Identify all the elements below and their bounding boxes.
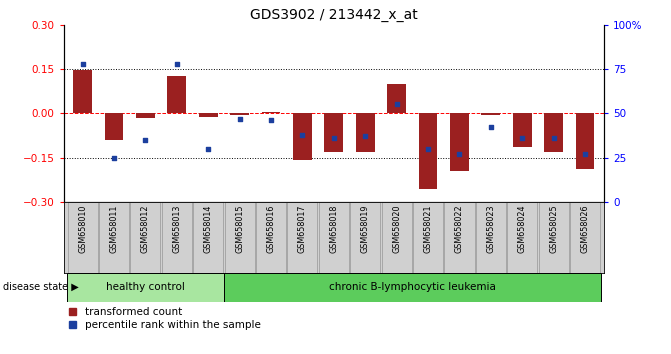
Title: GDS3902 / 213442_x_at: GDS3902 / 213442_x_at bbox=[250, 8, 417, 22]
Bar bbox=[105, 113, 123, 140]
Bar bbox=[225, 202, 255, 273]
Text: GSM658015: GSM658015 bbox=[235, 205, 244, 253]
Bar bbox=[476, 202, 506, 273]
Bar bbox=[73, 70, 92, 113]
Point bbox=[391, 102, 402, 107]
Text: GSM658025: GSM658025 bbox=[549, 205, 558, 253]
Text: GSM658018: GSM658018 bbox=[329, 205, 338, 253]
Bar bbox=[413, 202, 443, 273]
Text: chronic B-lymphocytic leukemia: chronic B-lymphocytic leukemia bbox=[329, 282, 496, 292]
Point bbox=[109, 155, 119, 160]
Point bbox=[266, 118, 276, 123]
Bar bbox=[382, 202, 412, 273]
Bar bbox=[287, 202, 317, 273]
Bar bbox=[419, 113, 437, 188]
Text: GSM658017: GSM658017 bbox=[298, 205, 307, 253]
Text: GSM658014: GSM658014 bbox=[204, 205, 213, 253]
Bar bbox=[513, 113, 531, 147]
Text: GSM658020: GSM658020 bbox=[392, 205, 401, 253]
Bar bbox=[481, 113, 501, 115]
Bar bbox=[67, 273, 224, 302]
Bar bbox=[450, 113, 469, 171]
Point bbox=[77, 61, 88, 67]
Text: GSM658012: GSM658012 bbox=[141, 205, 150, 253]
Bar bbox=[193, 202, 223, 273]
Point bbox=[171, 61, 182, 67]
Point bbox=[454, 151, 465, 157]
Bar bbox=[319, 202, 349, 273]
Bar bbox=[539, 202, 569, 273]
Bar bbox=[293, 113, 312, 160]
Bar bbox=[507, 202, 537, 273]
Point bbox=[203, 146, 213, 152]
Text: GSM658011: GSM658011 bbox=[109, 205, 119, 253]
Legend: transformed count, percentile rank within the sample: transformed count, percentile rank withi… bbox=[65, 303, 264, 334]
Point bbox=[297, 132, 308, 137]
Bar bbox=[130, 202, 160, 273]
Text: GSM658016: GSM658016 bbox=[266, 205, 276, 253]
Bar bbox=[324, 113, 344, 152]
Bar bbox=[576, 113, 595, 169]
Bar bbox=[262, 112, 280, 113]
Point bbox=[328, 135, 339, 141]
Bar bbox=[68, 202, 98, 273]
Point bbox=[423, 146, 433, 152]
Text: GSM658023: GSM658023 bbox=[486, 205, 495, 253]
Bar bbox=[224, 273, 601, 302]
Text: GSM658021: GSM658021 bbox=[423, 205, 433, 253]
Text: GSM658022: GSM658022 bbox=[455, 205, 464, 253]
Point bbox=[548, 135, 559, 141]
Bar bbox=[230, 113, 249, 115]
Bar bbox=[167, 76, 187, 113]
Bar bbox=[256, 202, 286, 273]
Bar bbox=[387, 84, 406, 113]
Text: GSM658024: GSM658024 bbox=[518, 205, 527, 253]
Text: healthy control: healthy control bbox=[106, 282, 185, 292]
Text: GSM658019: GSM658019 bbox=[361, 205, 370, 253]
Point bbox=[517, 135, 527, 141]
Bar bbox=[350, 202, 380, 273]
Text: GSM658013: GSM658013 bbox=[172, 205, 181, 253]
Bar bbox=[99, 202, 129, 273]
Bar bbox=[162, 202, 192, 273]
Bar bbox=[544, 113, 563, 152]
Bar bbox=[570, 202, 600, 273]
Bar bbox=[444, 202, 474, 273]
Bar bbox=[356, 113, 374, 152]
Text: disease state ▶: disease state ▶ bbox=[3, 282, 79, 292]
Text: GSM658010: GSM658010 bbox=[78, 205, 87, 253]
Bar bbox=[136, 113, 155, 118]
Text: GSM658026: GSM658026 bbox=[580, 205, 590, 253]
Point bbox=[360, 133, 370, 139]
Point bbox=[580, 151, 590, 157]
Point bbox=[140, 137, 151, 143]
Point bbox=[234, 116, 245, 121]
Point bbox=[486, 125, 497, 130]
Bar bbox=[199, 113, 217, 117]
